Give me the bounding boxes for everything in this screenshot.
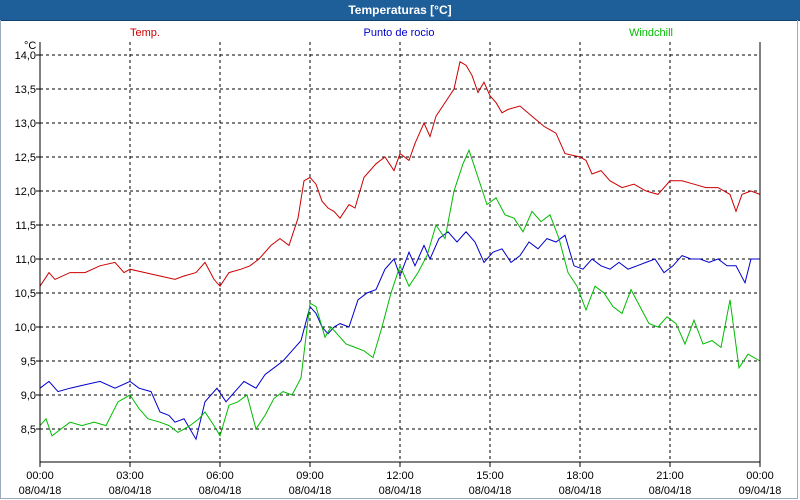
series-line-punto-de-rocio xyxy=(39,231,760,441)
x-tick-date-label: 08/04/18 xyxy=(289,485,332,497)
legend-entry-temp-: Temp. xyxy=(130,27,160,39)
y-tick-label: 12,5 xyxy=(15,152,36,164)
x-tick-time-label: 09:00 xyxy=(296,470,324,482)
x-tick-time-label: 18:00 xyxy=(566,470,594,482)
x-tick-time-label: 00:00 xyxy=(746,470,774,482)
y-tick-label: 11,5 xyxy=(15,220,36,232)
x-tick-date-label: 08/04/18 xyxy=(109,485,152,497)
chart-frame xyxy=(0,20,798,499)
x-tick-time-label: 12:00 xyxy=(386,470,414,482)
y-tick-label: 14,0 xyxy=(15,50,36,62)
y-tick-label: 10,5 xyxy=(15,288,36,300)
grid-lines xyxy=(40,42,760,462)
legend-entry-windchill: Windchill xyxy=(629,27,673,39)
x-tick-date-label: 09/04/18 xyxy=(739,485,782,497)
series-line-windchill xyxy=(39,148,761,438)
x-tick-date-label: 08/04/18 xyxy=(199,485,242,497)
y-tick-label: 9,0 xyxy=(21,390,36,402)
series-line-temp- xyxy=(39,61,761,288)
x-tick-time-label: 21:00 xyxy=(656,470,684,482)
title-bar: Temperaturas [°C] xyxy=(0,0,800,21)
x-tick-date-label: 08/04/18 xyxy=(649,485,692,497)
y-tick-label: 13,5 xyxy=(15,84,36,96)
y-axis-unit-label: °C xyxy=(24,40,36,52)
chart-title: Temperaturas [°C] xyxy=(348,3,452,17)
y-tick-label: 8,5 xyxy=(21,424,36,436)
legend-entry-punto-de-rocio: Punto de rocio xyxy=(364,27,435,39)
x-tick-time-label: 15:00 xyxy=(476,470,504,482)
x-tick-date-label: 08/04/18 xyxy=(469,485,512,497)
y-tick-label: 10,0 xyxy=(15,322,36,334)
y-tick-label: 13,0 xyxy=(15,118,36,130)
x-tick-date-label: 08/04/18 xyxy=(559,485,602,497)
y-tick-label: 9,5 xyxy=(21,356,36,368)
x-tick-date-label: 08/04/18 xyxy=(379,485,422,497)
x-tick-date-label: 08/04/18 xyxy=(19,485,62,497)
y-tick-label: 12,0 xyxy=(15,186,36,198)
x-tick-time-label: 00:00 xyxy=(26,470,54,482)
y-tick-label: 11,0 xyxy=(15,254,36,266)
x-tick-time-label: 03:00 xyxy=(116,470,144,482)
x-tick-time-label: 06:00 xyxy=(206,470,234,482)
